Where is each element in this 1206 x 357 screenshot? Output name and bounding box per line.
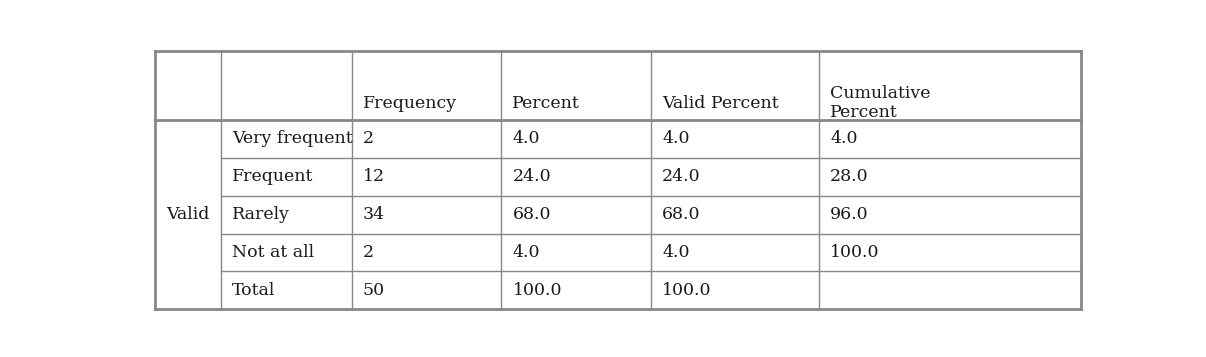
Text: 4.0: 4.0 xyxy=(662,244,690,261)
Text: Frequent: Frequent xyxy=(232,168,314,185)
Text: 4.0: 4.0 xyxy=(513,130,540,147)
Text: Total: Total xyxy=(232,282,275,299)
Text: 4.0: 4.0 xyxy=(513,244,540,261)
Text: Frequency: Frequency xyxy=(363,95,457,112)
Text: 96.0: 96.0 xyxy=(830,206,868,223)
Text: 100.0: 100.0 xyxy=(662,282,712,299)
Text: Percent: Percent xyxy=(513,95,580,112)
Text: 2: 2 xyxy=(363,130,374,147)
Text: 50: 50 xyxy=(363,282,385,299)
Text: 24.0: 24.0 xyxy=(662,168,701,185)
Text: 100.0: 100.0 xyxy=(830,244,879,261)
Text: 68.0: 68.0 xyxy=(513,206,551,223)
Text: Not at all: Not at all xyxy=(232,244,315,261)
Text: 68.0: 68.0 xyxy=(662,206,701,223)
Text: Very frequent: Very frequent xyxy=(232,130,352,147)
Text: 12: 12 xyxy=(363,168,385,185)
Text: Valid: Valid xyxy=(166,206,210,223)
Text: Cumulative
Percent: Cumulative Percent xyxy=(830,85,931,121)
Text: 24.0: 24.0 xyxy=(513,168,551,185)
Text: 100.0: 100.0 xyxy=(513,282,562,299)
Text: 4.0: 4.0 xyxy=(662,130,690,147)
Text: Rarely: Rarely xyxy=(232,206,291,223)
Text: 2: 2 xyxy=(363,244,374,261)
Text: Valid Percent: Valid Percent xyxy=(662,95,779,112)
Text: 34: 34 xyxy=(363,206,385,223)
Text: 4.0: 4.0 xyxy=(830,130,857,147)
Text: 28.0: 28.0 xyxy=(830,168,868,185)
